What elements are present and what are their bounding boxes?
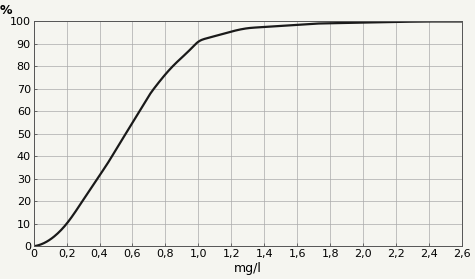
Text: %: % (0, 4, 12, 17)
X-axis label: mg/l: mg/l (234, 262, 262, 275)
